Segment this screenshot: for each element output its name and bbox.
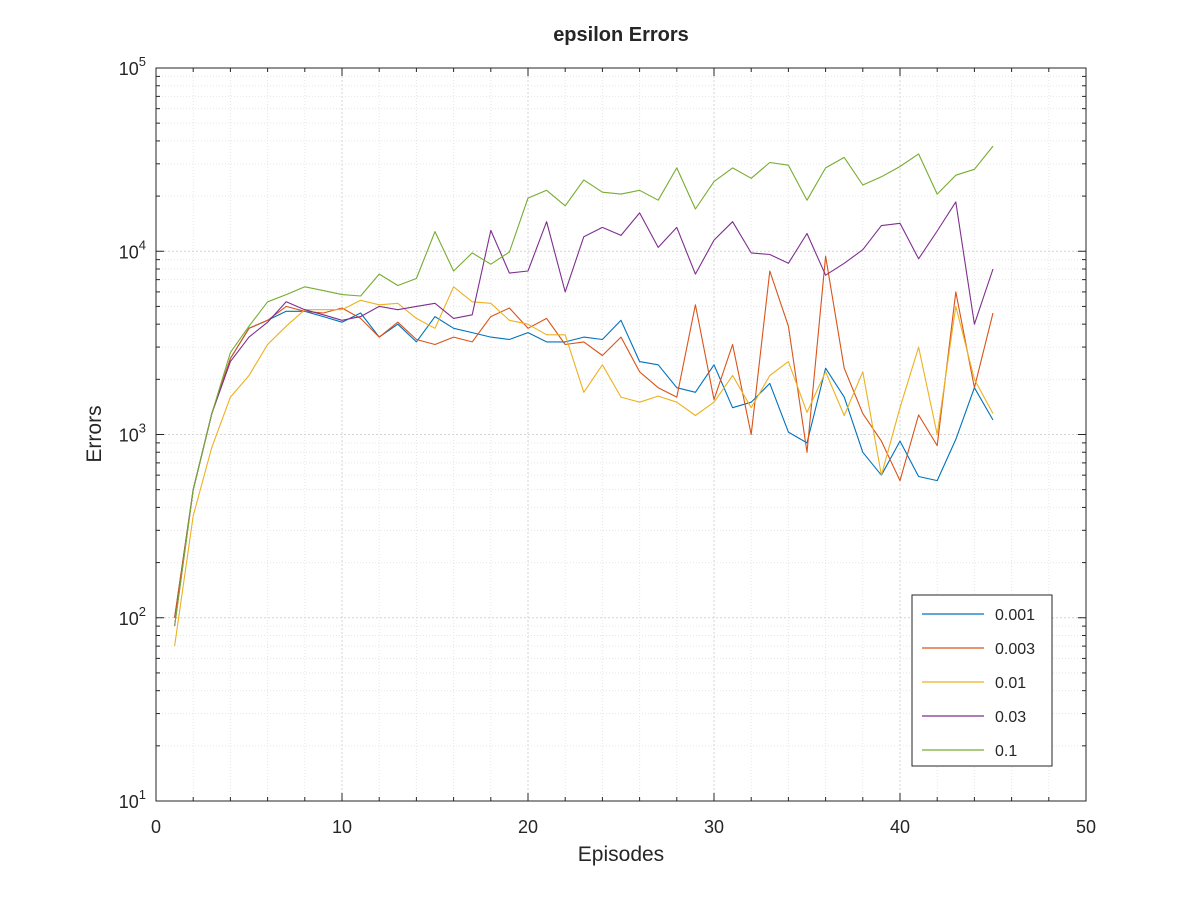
y-tick-label: 103 [119,421,146,446]
x-tick-label: 10 [332,817,352,837]
legend-label: 0.03 [995,709,1026,726]
y-axis-label: Errors [83,405,106,462]
y-tick-label: 105 [119,54,146,79]
y-tick-label: 101 [119,787,146,812]
x-tick-label: 20 [518,817,538,837]
x-tick-label: 50 [1076,817,1096,837]
y-tick-label: 104 [119,237,146,262]
x-tick-label: 30 [704,817,724,837]
x-tick-label: 0 [151,817,161,837]
chart-title: epsilon Errors [553,24,689,46]
series-line-0-01 [174,286,994,647]
series-line-0-03 [174,201,994,627]
legend-box [911,594,1053,767]
legend: 0.001 0.003 0.01 0.03 0.1 [911,594,1053,767]
y-tick-label: 102 [119,604,146,629]
legend-label: 0.003 [995,641,1035,658]
x-axis-label: Episodes [578,843,664,866]
legend-label: 0.001 [995,607,1035,624]
axis-ticks: 0 10 20 30 40 50 101 102 103 104 105 [119,54,1096,837]
series-line-0-001 [174,310,994,618]
x-tick-label: 40 [890,817,910,837]
series-lines [174,145,994,647]
series-line-0-1 [174,145,994,627]
legend-label: 0.01 [995,675,1026,692]
legend-label: 0.1 [995,743,1017,760]
